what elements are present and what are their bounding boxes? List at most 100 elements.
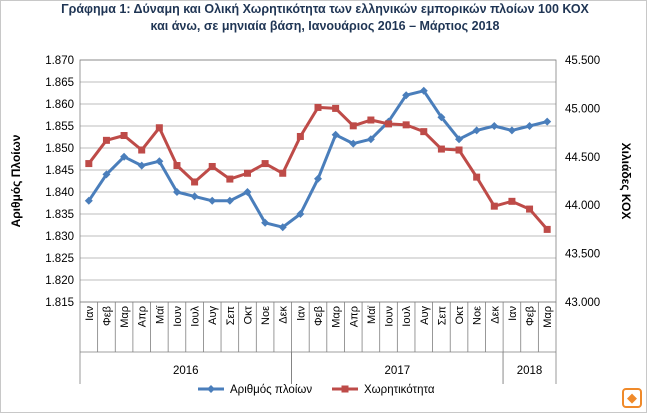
data-point: [278, 223, 287, 232]
data-point: [437, 113, 446, 122]
month-label: Μαϊ: [154, 305, 166, 324]
data-point: [296, 132, 304, 140]
left-axis-title: Αριθμός Πλοίων: [9, 134, 23, 227]
data-point: [102, 170, 111, 179]
data-point: [525, 122, 534, 130]
data-point: [349, 122, 357, 130]
data-point: [226, 175, 234, 183]
data-point: [314, 174, 322, 183]
data-point: [84, 196, 93, 205]
data-point: [208, 196, 217, 205]
data-point: [490, 122, 499, 130]
chart-title-line-2: και άνω, σε μηνιαία βάση, Ιανουάριος 201…: [150, 19, 500, 33]
left-tick-label: 1.815: [45, 297, 74, 309]
data-point: [120, 152, 129, 161]
data-point: [208, 162, 216, 170]
watermark-logo-icon: ◆: [622, 388, 642, 408]
data-point: [367, 116, 375, 124]
month-label: Ιαν: [84, 306, 96, 321]
month-label: Ιουλ: [190, 306, 202, 327]
month-label: Σεπ: [436, 306, 448, 326]
series-layer: [84, 86, 552, 233]
data-point: [225, 196, 234, 205]
month-label: Ιουλ: [401, 306, 413, 327]
right-tick-label: 43.000: [565, 297, 600, 309]
data-point: [490, 202, 498, 210]
data-point: [437, 145, 445, 153]
data-point: [402, 91, 411, 100]
month-label: Φεβ: [525, 306, 537, 326]
month-label: Δεκ: [278, 306, 290, 324]
left-tick-label: 1.870: [45, 55, 74, 67]
legend: Αριθμός πλοίων Χωρητικότητα: [198, 384, 435, 396]
data-point: [332, 104, 340, 112]
month-label: Δεκ: [489, 306, 501, 324]
data-point: [543, 117, 552, 126]
legend-label: Χωρητικότητα: [364, 384, 435, 396]
data-point: [455, 135, 464, 144]
data-point: [137, 161, 146, 170]
month-label: Φεβ: [313, 306, 325, 326]
data-point: [472, 126, 481, 135]
data-point: [261, 160, 269, 168]
legend-marker: [341, 385, 349, 393]
data-point: [172, 188, 181, 196]
month-label: Μαϊ: [366, 305, 378, 324]
month-label: Ιουν: [384, 306, 396, 327]
month-label: Μαρ: [331, 306, 343, 328]
left-tick-label: 1.830: [45, 231, 74, 243]
year-label: 2017: [385, 365, 411, 377]
x-axis-labels: Ιαν Φεβ Μαρ Απρ Μαϊ Ιουν Ιουλ Αυγ Σεπ Οκτ Νοε Δεκ Ια…: [79, 302, 557, 384]
month-label: Απρ: [348, 306, 360, 327]
data-point: [507, 126, 516, 135]
right-axis-title: Χιλιάδες ΚΟΧ: [619, 143, 633, 220]
data-point: [349, 139, 358, 148]
plot-area-border: [79, 59, 557, 303]
chart-title-line-1: Γράφημα 1: Δύναμη και Ολική Χωρητικότητα…: [61, 2, 589, 16]
month-label: Μαρ: [542, 306, 554, 328]
right-tick-label: 44.000: [565, 200, 600, 212]
month-label: Σεπ: [225, 306, 237, 326]
month-label: Μαρ: [119, 306, 131, 328]
month-label: Οκτ: [242, 305, 254, 324]
data-point: [191, 178, 199, 186]
left-tick-label: 1.855: [45, 121, 74, 133]
year-label: 2018: [517, 365, 543, 377]
data-point: [331, 130, 340, 139]
data-point: [102, 136, 110, 144]
legend-marker: [207, 385, 215, 393]
left-tick-label: 1.850: [45, 143, 74, 155]
data-point: [508, 197, 516, 205]
data-point: [296, 210, 305, 218]
left-tick-label: 1.860: [45, 99, 74, 111]
left-tick-label: 1.835: [45, 209, 74, 221]
month-label: Ιουν: [172, 306, 184, 327]
data-point: [155, 157, 164, 166]
month-label: Αυγ: [207, 306, 219, 325]
data-point: [455, 146, 463, 154]
data-point: [314, 103, 322, 111]
month-label: Φεβ: [101, 306, 113, 326]
data-point: [420, 128, 428, 136]
data-point: [243, 188, 252, 196]
legend-label: Αριθμός πλοίων: [230, 384, 312, 396]
month-label: Αυγ: [419, 306, 431, 325]
data-point: [402, 121, 410, 129]
right-tick-label: 43.500: [565, 249, 600, 261]
month-label: Ιαν: [295, 306, 307, 321]
right-tick-label: 45.500: [565, 55, 600, 67]
month-label: Απρ: [137, 306, 149, 327]
left-tick-label: 1.845: [45, 165, 74, 177]
right-tick-label: 44.500: [565, 152, 600, 164]
data-point: [526, 205, 534, 213]
left-tick-label: 1.825: [45, 253, 74, 265]
axes: 1.815 1.820 1.825 1.830 1.835 1.840 1.845 1.850…: [9, 55, 633, 309]
year-label: 2016: [173, 365, 199, 377]
data-point: [279, 169, 287, 177]
data-point: [473, 173, 481, 181]
data-point: [173, 162, 181, 170]
data-point: [261, 218, 270, 227]
